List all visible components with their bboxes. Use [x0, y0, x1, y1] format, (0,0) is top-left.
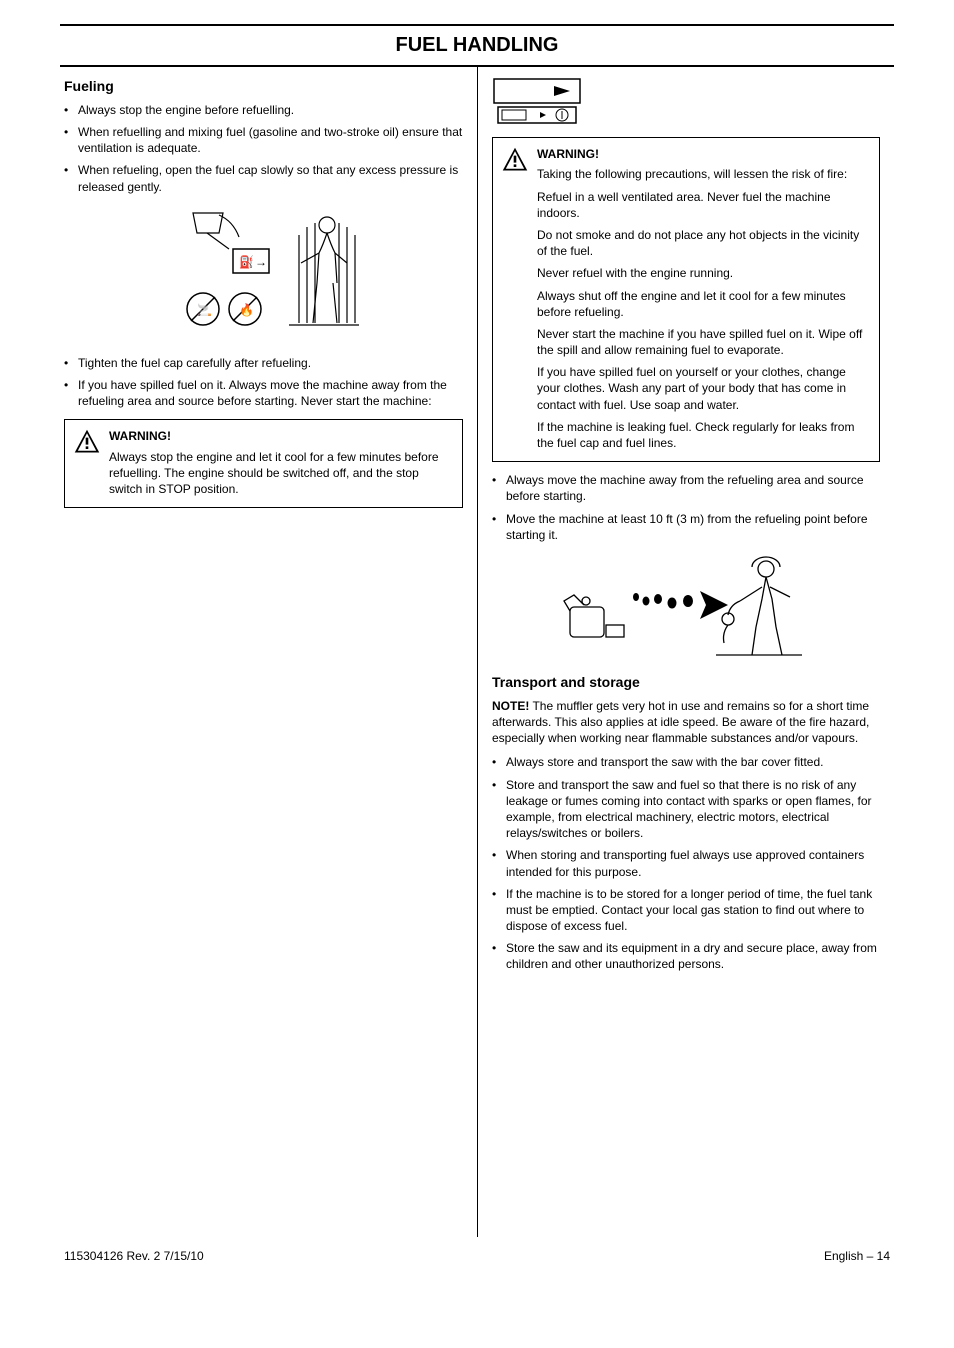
warning-body: Always stop the engine and let it cool f…: [109, 449, 452, 498]
warning-body-line: Never refuel with the engine running.: [537, 265, 869, 281]
warning-body-line: Always shut off the engine and let it co…: [537, 288, 869, 320]
warning-triangle-icon: [501, 146, 529, 174]
footer-left: 115304126 Rev. 2 7/15/10: [64, 1249, 204, 1263]
warning-title: WARNING!: [109, 428, 452, 444]
rule-top: [60, 24, 894, 26]
transport-list: Always store and transport the saw with …: [492, 754, 880, 972]
page-title: FUEL HANDLING: [60, 28, 894, 63]
transport-heading: Transport and storage: [492, 673, 880, 692]
fueling-illustration: ⛽ → 🚬 🔥: [64, 205, 463, 345]
warning-body-line: Refuel in a well ventilated area. Never …: [537, 189, 869, 221]
warning-triangle-icon: [73, 428, 101, 456]
list-item: When refuelling and mixing fuel (gasolin…: [64, 124, 463, 156]
stop-switch-icon: [492, 77, 582, 127]
warning-body-line: If you have spilled fuel on yourself or …: [537, 364, 869, 413]
warning-body-line: If the machine is leaking fuel. Check re…: [537, 419, 869, 451]
warning-body-line: Do not smoke and do not place any hot ob…: [537, 227, 869, 259]
move-distance-illustration: [492, 553, 880, 663]
move-distance-icon: [556, 553, 816, 663]
note-label: NOTE!: [492, 699, 529, 713]
warning-box-right: WARNING! Taking the following precaution…: [492, 137, 880, 462]
warning-box-left: WARNING! Always stop the engine and let …: [64, 419, 463, 508]
note-body: The muffler gets very hot in use and rem…: [492, 699, 869, 745]
svg-text:⛽: ⛽: [239, 255, 254, 269]
two-column-layout: Fueling Always stop the engine before re…: [60, 67, 894, 1237]
list-item: Store the saw and its equipment in a dry…: [492, 940, 880, 972]
list-item: If you have spilled fuel on it. Always m…: [64, 377, 463, 409]
svg-text:🔥: 🔥: [239, 303, 254, 317]
right-column: WARNING! Taking the following precaution…: [477, 67, 894, 1237]
list-item: Always stop the engine before refuelling…: [64, 102, 463, 118]
svg-text:→: →: [255, 255, 267, 269]
warning-title: WARNING!: [537, 146, 869, 162]
right-bullets: Always move the machine away from the re…: [492, 472, 880, 543]
list-item: Tighten the fuel cap carefully after ref…: [64, 355, 463, 371]
left-column: Fueling Always stop the engine before re…: [60, 67, 477, 1237]
note-paragraph: NOTE! The muffler gets very hot in use a…: [492, 698, 880, 747]
list-item: Move the machine at least 10 ft (3 m) fr…: [492, 511, 880, 543]
fueling-heading: Fueling: [64, 77, 463, 96]
list-item: When storing and transporting fuel alway…: [492, 847, 880, 879]
svg-text:🚬: 🚬: [197, 303, 212, 317]
warning-body-line: Never start the machine if you have spil…: [537, 326, 869, 358]
footer-right: English – 14: [824, 1249, 890, 1263]
fuel-safety-icon: ⛽ → 🚬 🔥: [159, 205, 369, 345]
fueling-list-1: Always stop the engine before refuelling…: [64, 102, 463, 195]
list-item: When refueling, open the fuel cap slowly…: [64, 162, 463, 194]
list-item: Always store and transport the saw with …: [492, 754, 880, 770]
list-item: Store and transport the saw and fuel so …: [492, 777, 880, 842]
stop-switch-illustration: [492, 77, 880, 131]
warning-body-line: Taking the following precautions, will l…: [537, 166, 869, 182]
list-item: If the machine is to be stored for a lon…: [492, 886, 880, 935]
page-footer: 115304126 Rev. 2 7/15/10 English – 14: [60, 1237, 894, 1263]
list-item: Always move the machine away from the re…: [492, 472, 880, 504]
fueling-list-2: Tighten the fuel cap carefully after ref…: [64, 355, 463, 410]
